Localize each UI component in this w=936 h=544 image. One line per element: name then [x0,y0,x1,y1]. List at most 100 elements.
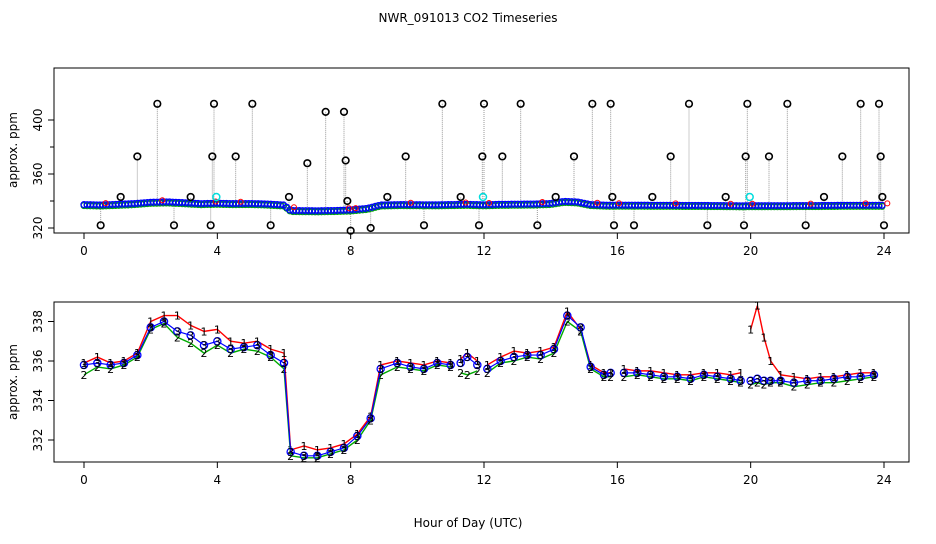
series-label-3: 3 [804,375,811,388]
x-axis-label: Hour of Day (UTC) [414,516,523,530]
series-label-2: 2 [301,452,308,465]
spike-point [248,99,257,108]
series-label-3: 3 [464,351,471,364]
series-label-3: 3 [497,355,504,368]
spike-point [303,159,312,168]
series-label-3: 3 [214,335,221,348]
spike-point [874,99,884,108]
series-point-3 [646,370,655,380]
spike-point [783,99,792,108]
series-label-2: 2 [421,365,428,378]
top-y-axis-label: approx. ppm [6,112,20,188]
series-label-2: 2 [817,377,824,390]
series-label-1: 1 [354,428,361,441]
series-point-3 [456,358,465,368]
top-x-tick-label: 12 [476,244,491,258]
top-plot-frame [53,67,910,234]
series-label-3: 3 [871,369,878,382]
series-label-1: 1 [174,310,181,323]
series-label-1: 1 [634,365,641,378]
series-label-3: 3 [434,357,441,370]
series-label-3: 3 [394,357,401,370]
series-label-3: 3 [777,375,784,388]
series-point-3 [239,342,249,352]
series-label-1: 1 [301,440,308,453]
top-point-red [884,200,891,207]
series-label-2: 2 [241,343,248,356]
top-point-red [727,200,734,207]
series-label-3: 3 [421,363,428,376]
series-label-3: 3 [457,357,464,370]
series-label-3: 3 [727,373,734,386]
series-point-3 [446,360,455,370]
series-point-3 [419,364,429,374]
series-label-1: 1 [201,325,208,338]
spike-point [879,221,889,230]
series-label-2: 2 [147,323,154,336]
series-label-3: 3 [524,349,531,362]
series-label-3: 3 [367,412,374,425]
series-point-3 [133,350,142,360]
series-point-3 [279,358,289,368]
top-x-tick-label: 24 [876,244,891,258]
series-label-2: 2 [267,351,274,364]
spike-point [569,152,579,161]
series-label-1: 1 [871,367,878,380]
series-label-1: 1 [314,444,321,457]
bottom-x-tick-label: 0 [80,473,88,487]
series-label-3: 3 [474,359,481,372]
series-point-3 [393,358,402,368]
series-label-1: 1 [447,357,454,370]
series-label-2: 2 [327,448,334,461]
series-label-3: 3 [551,343,558,356]
spike-point [741,152,750,161]
series-label-2: 2 [537,353,544,366]
series-label-3: 3 [661,371,668,384]
series-label-2: 2 [354,434,361,447]
series-label-3: 3 [761,375,768,388]
series-point-3 [299,451,309,461]
series-point-3 [536,350,545,360]
series-label-2: 2 [214,339,221,352]
top-point-blue [875,201,883,209]
series-label-3: 3 [791,377,798,390]
series-label-2: 2 [121,359,128,372]
series-label-1: 1 [601,367,608,380]
series-label-2: 2 [134,351,141,364]
series-label-1: 1 [81,357,88,370]
top-point-red [346,205,352,212]
spike-point [383,192,392,202]
series-label-3: 3 [607,367,614,380]
series-point-3 [673,372,682,382]
spike-point [703,221,712,230]
series-point-3 [483,364,492,374]
series-point-3 [286,447,295,457]
spike-point [856,99,865,108]
series-label-3: 3 [341,442,348,455]
series-label-3: 3 [281,357,288,370]
series-point-3 [159,317,169,326]
series-point-3 [213,336,222,346]
series-point-3 [606,368,615,378]
series-point-3 [186,331,195,340]
bottom-y-tick-label: 336 [31,350,45,373]
bottom-x-tick-label: 16 [610,473,625,487]
series-label-1: 1 [121,355,128,368]
series-point-3 [106,360,115,370]
spike-point [208,152,217,161]
top-y-tick-label: 400 [31,109,45,132]
top-plot: 0 4 8 12 16 20 24 320 360 400 [31,99,892,258]
top-point-red [212,198,219,205]
series-label-3: 3 [147,321,154,334]
series-label-2: 2 [227,347,234,360]
series-point-3 [686,374,695,384]
series-point-3 [843,372,852,382]
top-point-blue [878,201,886,209]
series-label-3: 3 [287,446,294,459]
series-point-3 [199,340,209,350]
spike-point [838,152,847,161]
series-label-1: 1 [674,369,681,382]
series-label-1: 1 [754,300,761,313]
bottom-y-axis-label: approx. ppm [6,344,20,420]
top-point-cyan [212,192,221,202]
